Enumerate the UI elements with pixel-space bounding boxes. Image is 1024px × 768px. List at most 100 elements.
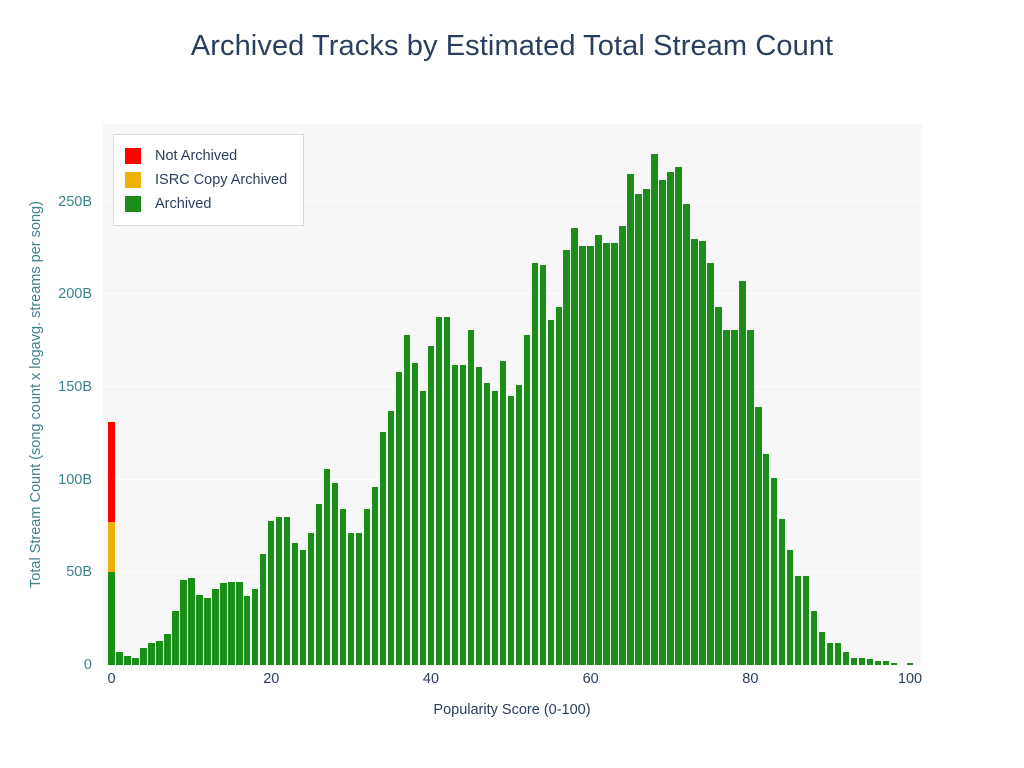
- bar-stack[interactable]: [475, 366, 483, 665]
- bar-stack[interactable]: [371, 487, 379, 665]
- bar-stack[interactable]: [779, 518, 786, 665]
- bar-stack[interactable]: [890, 663, 898, 665]
- bar-stack[interactable]: [834, 642, 842, 665]
- bar-stack[interactable]: [148, 642, 155, 665]
- bar-stack[interactable]: [715, 307, 722, 665]
- bar-stack[interactable]: [803, 576, 810, 665]
- bar-stack[interactable]: [755, 407, 762, 665]
- bar-stack[interactable]: [260, 553, 267, 665]
- legend-item[interactable]: Not Archived: [125, 144, 287, 168]
- bar-stack[interactable]: [212, 589, 219, 665]
- bar-stack[interactable]: [292, 542, 299, 665]
- bar-stack[interactable]: [435, 316, 443, 665]
- bar-stack[interactable]: [539, 264, 546, 665]
- bar-stack[interactable]: [491, 390, 498, 665]
- bar-stack[interactable]: [300, 550, 307, 665]
- bar-stack[interactable]: [323, 468, 331, 665]
- bar-stack[interactable]: [675, 166, 682, 665]
- bar-stack[interactable]: [363, 509, 371, 665]
- bar-stack[interactable]: [252, 589, 259, 665]
- bar-stack[interactable]: [427, 346, 435, 665]
- bar-stack[interactable]: [723, 329, 730, 665]
- bar-stack[interactable]: [739, 281, 746, 665]
- bar-stack[interactable]: [443, 316, 451, 665]
- bar-stack[interactable]: [379, 431, 387, 665]
- bar-stack[interactable]: [124, 655, 131, 665]
- bar-stack[interactable]: [858, 657, 866, 665]
- bar-stack[interactable]: [691, 238, 698, 665]
- bar-stack[interactable]: [244, 596, 251, 665]
- bar-stack[interactable]: [683, 203, 690, 665]
- bar-stack[interactable]: [228, 581, 235, 665]
- bar-stack[interactable]: [108, 422, 115, 665]
- bar-stack[interactable]: [451, 364, 459, 665]
- bar-stack[interactable]: [355, 533, 363, 665]
- bar-stack[interactable]: [339, 509, 347, 665]
- bar-stack[interactable]: [140, 648, 147, 665]
- legend-item[interactable]: Archived: [125, 192, 287, 216]
- bar-stack[interactable]: [611, 242, 618, 665]
- bar-stack[interactable]: [635, 194, 642, 665]
- bar-stack[interactable]: [172, 611, 179, 665]
- bar-stack[interactable]: [387, 411, 395, 665]
- bar-stack[interactable]: [850, 657, 858, 665]
- bar-stack[interactable]: [315, 503, 323, 665]
- bar-stack[interactable]: [419, 390, 427, 665]
- bar-stack[interactable]: [276, 516, 283, 665]
- bar-stack[interactable]: [667, 172, 674, 665]
- bar-stack[interactable]: [571, 227, 578, 665]
- bar-stack[interactable]: [188, 577, 195, 665]
- bar-stack[interactable]: [819, 631, 826, 665]
- bar-stack[interactable]: [220, 583, 227, 665]
- bar-stack[interactable]: [523, 335, 530, 665]
- bar-stack[interactable]: [403, 335, 411, 665]
- bar-stack[interactable]: [284, 516, 291, 665]
- bar-stack[interactable]: [236, 581, 243, 665]
- bar-stack[interactable]: [795, 576, 802, 665]
- bar-stack[interactable]: [906, 663, 914, 665]
- bar-stack[interactable]: [531, 262, 538, 665]
- bar-stack[interactable]: [874, 661, 882, 665]
- bar-stack[interactable]: [515, 385, 522, 665]
- bar-stack[interactable]: [268, 520, 275, 665]
- bar-stack[interactable]: [507, 396, 514, 665]
- bar-stack[interactable]: [866, 659, 874, 665]
- bar-stack[interactable]: [331, 483, 339, 665]
- chart-legend[interactable]: Not Archived ISRC Copy Archived Archived: [113, 134, 305, 226]
- bar-stack[interactable]: [547, 320, 554, 665]
- bar-stack[interactable]: [395, 372, 403, 665]
- bar-stack[interactable]: [707, 262, 714, 665]
- bar-stack[interactable]: [180, 579, 187, 665]
- bar-stack[interactable]: [771, 477, 778, 665]
- bar-stack[interactable]: [164, 633, 171, 665]
- bar-stack[interactable]: [882, 661, 890, 665]
- bar-stack[interactable]: [731, 329, 738, 665]
- bar-stack[interactable]: [411, 363, 419, 665]
- bar-stack[interactable]: [595, 235, 602, 665]
- bar-stack[interactable]: [347, 533, 355, 665]
- bar-stack[interactable]: [563, 250, 570, 665]
- bar-stack[interactable]: [459, 364, 467, 665]
- bar-stack[interactable]: [499, 361, 506, 665]
- bar-stack[interactable]: [307, 533, 315, 665]
- bar-stack[interactable]: [619, 225, 626, 665]
- bar-stack[interactable]: [763, 453, 770, 665]
- bar-stack[interactable]: [787, 550, 794, 665]
- bar-stack[interactable]: [651, 153, 658, 665]
- bar-stack[interactable]: [699, 240, 706, 665]
- bar-stack[interactable]: [627, 174, 634, 665]
- bar-stack[interactable]: [116, 652, 123, 665]
- bar-stack[interactable]: [842, 652, 850, 665]
- bar-stack[interactable]: [747, 329, 754, 665]
- bar-stack[interactable]: [196, 594, 203, 665]
- bar-stack[interactable]: [826, 642, 834, 665]
- bar-stack[interactable]: [603, 242, 610, 665]
- bar-stack[interactable]: [467, 329, 475, 665]
- bar-stack[interactable]: [156, 640, 163, 665]
- bar-stack[interactable]: [579, 246, 586, 665]
- bar-stack[interactable]: [587, 246, 594, 665]
- bar-stack[interactable]: [659, 179, 666, 665]
- bar-stack[interactable]: [555, 307, 562, 665]
- bar-stack[interactable]: [483, 383, 491, 665]
- bar-stack[interactable]: [643, 188, 650, 665]
